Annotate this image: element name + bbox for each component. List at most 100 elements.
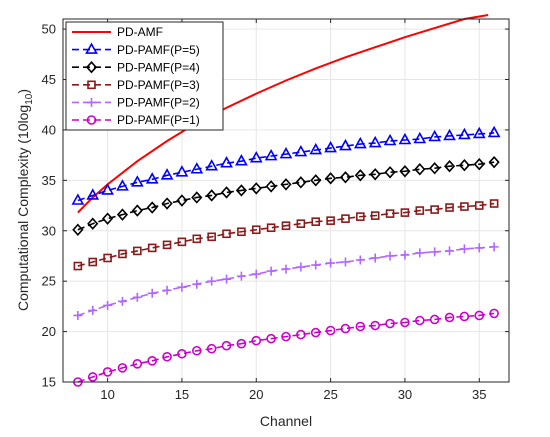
data-point-triangle bbox=[472, 126, 486, 139]
legend-marker-square bbox=[87, 80, 96, 90]
data-point-square bbox=[445, 203, 454, 212]
data-point-circle bbox=[102, 367, 113, 377]
data-point-diamond bbox=[191, 191, 203, 204]
legend-marker-circle bbox=[86, 115, 97, 125]
data-point-circle bbox=[132, 359, 143, 369]
data-point-diamond bbox=[384, 166, 396, 179]
data-point-diamond bbox=[220, 186, 233, 199]
y-tick-label: 30 bbox=[42, 223, 56, 238]
y-tick-label: 50 bbox=[42, 22, 56, 37]
x-axis-label: Channel bbox=[260, 413, 312, 429]
y-axis-label-main: Computational Complexity (10log bbox=[15, 105, 31, 311]
series-2 bbox=[71, 125, 501, 205]
data-point-triangle bbox=[71, 193, 85, 205]
data-point-triangle bbox=[160, 168, 174, 180]
data-point-circle bbox=[429, 314, 440, 325]
legend-label: PD-PAMF(P=2) bbox=[117, 96, 200, 110]
data-point-plus bbox=[385, 251, 395, 261]
data-point-square bbox=[370, 211, 380, 220]
data-point-square bbox=[385, 209, 395, 218]
data-point-plus bbox=[251, 269, 261, 279]
data-point-plus bbox=[415, 248, 425, 258]
data-point-diamond bbox=[116, 208, 129, 221]
data-point-triangle bbox=[428, 129, 442, 142]
data-point-plus bbox=[340, 257, 350, 267]
legend: PD-AMF PD-PAMF(P=5) PD-PAMF(P=4) PD-PAMF(P=… bbox=[65, 21, 224, 131]
data-point-plus bbox=[88, 305, 98, 315]
data-point-plus bbox=[489, 242, 499, 252]
legend-marker-plus bbox=[87, 97, 96, 107]
data-point-plus bbox=[370, 253, 380, 263]
data-point-triangle bbox=[220, 156, 233, 168]
data-point-diamond bbox=[265, 180, 277, 193]
data-point-circle bbox=[221, 340, 232, 351]
data-point-circle bbox=[192, 345, 202, 356]
data-point-square bbox=[222, 229, 231, 239]
data-point-square bbox=[177, 237, 187, 247]
data-point-square bbox=[133, 246, 142, 256]
data-point-plus bbox=[459, 244, 469, 254]
y-axis-label-end: ) bbox=[15, 89, 31, 94]
data-point-circle bbox=[251, 335, 262, 346]
data-point-triangle bbox=[249, 151, 263, 163]
data-point-diamond bbox=[310, 174, 322, 187]
data-point-square bbox=[311, 217, 321, 226]
data-point-square bbox=[237, 227, 246, 237]
data-point-circle bbox=[87, 372, 98, 382]
data-point-square bbox=[118, 249, 127, 259]
data-point-circle bbox=[355, 321, 366, 332]
x-tick-label: 25 bbox=[323, 387, 337, 402]
data-point-triangle bbox=[458, 127, 471, 140]
data-point-triangle bbox=[86, 188, 100, 200]
data-point-square bbox=[460, 202, 469, 211]
data-point-square bbox=[266, 223, 276, 233]
data-point-circle bbox=[177, 348, 187, 359]
data-point-triangle bbox=[264, 148, 278, 161]
data-point-plus bbox=[103, 300, 113, 310]
data-point-diamond bbox=[102, 212, 114, 225]
data-point-square bbox=[356, 212, 365, 221]
data-point-circle bbox=[400, 317, 410, 328]
data-point-triangle bbox=[116, 179, 129, 191]
data-point-circle bbox=[474, 310, 485, 321]
data-point-circle bbox=[459, 311, 470, 322]
y-tick-label: 35 bbox=[42, 173, 56, 188]
axes-box bbox=[62, 18, 510, 383]
data-point-triangle bbox=[279, 146, 293, 159]
data-point-square bbox=[103, 253, 112, 263]
data-point-circle bbox=[444, 312, 455, 323]
x-tick-label: 35 bbox=[472, 387, 486, 402]
series-3 bbox=[72, 155, 500, 236]
data-point-circle bbox=[162, 351, 172, 362]
data-point-square bbox=[341, 214, 350, 223]
data-point-triangle bbox=[413, 131, 427, 144]
data-point-circle bbox=[370, 320, 381, 331]
data-point-square bbox=[281, 221, 291, 231]
data-point-plus bbox=[400, 250, 410, 260]
data-point-plus bbox=[311, 260, 321, 270]
data-point-diamond bbox=[161, 197, 173, 210]
data-point-triangle bbox=[398, 132, 412, 145]
y-axis-label-sub: 10 bbox=[24, 93, 35, 105]
data-point-triangle bbox=[205, 159, 219, 171]
data-point-diamond bbox=[146, 201, 158, 214]
ticks: 10 15 20 25 30 35 15 20 25 30 35 40 45 50 bbox=[42, 19, 509, 402]
data-point-square bbox=[73, 261, 83, 271]
y-axis-label: Computational Complexity (10log10) bbox=[15, 89, 35, 311]
data-point-plus bbox=[147, 288, 157, 298]
data-point-circle bbox=[117, 363, 128, 373]
data-point-circle bbox=[281, 331, 291, 342]
data-point-plus bbox=[177, 282, 187, 292]
series-4 bbox=[73, 199, 499, 271]
legend-marker-triangle bbox=[85, 42, 98, 54]
data-point-diamond bbox=[443, 160, 456, 173]
data-point-plus bbox=[266, 266, 276, 276]
legend-label: PD-PAMF(P=1) bbox=[117, 113, 200, 127]
data-point-circle bbox=[266, 333, 276, 344]
series-line-6 bbox=[77, 312, 495, 383]
y-tick-label: 20 bbox=[42, 324, 56, 339]
data-point-diamond bbox=[280, 178, 292, 191]
data-point-square bbox=[326, 216, 335, 225]
data-point-plus bbox=[73, 310, 83, 320]
data-point-square bbox=[88, 257, 98, 267]
